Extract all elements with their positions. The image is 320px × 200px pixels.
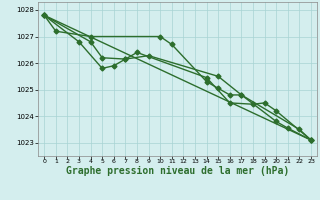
X-axis label: Graphe pression niveau de la mer (hPa): Graphe pression niveau de la mer (hPa) <box>66 166 289 176</box>
